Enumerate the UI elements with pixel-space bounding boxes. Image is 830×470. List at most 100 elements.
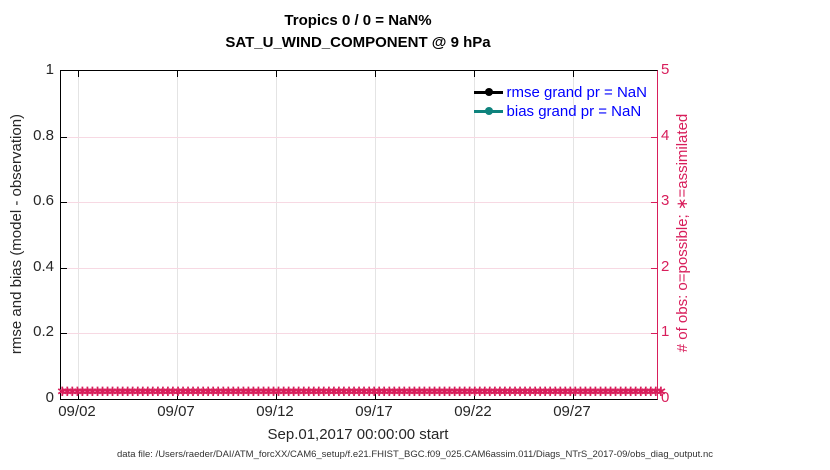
assimilated-obs-marker: ∗ xyxy=(518,383,532,400)
v-gridline xyxy=(375,71,376,399)
left-tick-label: 0.8 xyxy=(33,127,54,144)
assimilated-obs-marker: ∗ xyxy=(201,383,215,400)
assimilated-obs-marker: ∗ xyxy=(277,383,290,400)
assimilated-obs-marker: ∗ xyxy=(196,383,210,400)
plot-area: rmse grand pr = NaN bias grand pr = NaN … xyxy=(56,70,667,400)
assimilated-obs-marker: ∗ xyxy=(408,383,421,400)
assimilated-obs-marker: ∗ xyxy=(387,383,401,400)
assimilated-obs-marker: ∗ xyxy=(216,383,230,400)
x-tick-label: 09/27 xyxy=(553,403,591,420)
assimilated-obs-marker: ∗ xyxy=(508,383,522,400)
obs-markers-row: ∗ ∗ ∗ ∗ ∗ ∗ ∗ ∗ ∗ ∗ ∗ ∗ ∗ ∗ ∗ ∗ ∗ ∗ ∗ ∗ ∗ ∗ ∗ ∗ ∗ ∗ ∗ ∗ ∗ ∗ ∗ ∗ ∗ ∗ ∗ ∗ ∗ ∗ ∗ ∗… xyxy=(56,383,667,400)
assimilated-obs-marker: ∗ xyxy=(438,383,451,400)
assimilated-obs-marker: ∗ xyxy=(101,383,114,400)
assimilated-obs-marker: ∗ xyxy=(166,383,180,400)
left-tick-label: 1 xyxy=(45,61,54,78)
assimilated-obs-marker: ∗ xyxy=(81,383,94,400)
assimilated-obs-marker: ∗ xyxy=(377,383,391,400)
legend-label-rmse: rmse grand pr = NaN xyxy=(506,84,647,101)
x-tick-label: 09/07 xyxy=(157,403,195,420)
assimilated-obs-marker: ∗ xyxy=(337,383,351,400)
assimilated-obs-marker: ∗ xyxy=(317,383,331,400)
assimilated-obs-marker: ∗ xyxy=(237,383,250,400)
assimilated-obs-marker: ∗ xyxy=(543,383,557,400)
assimilated-obs-marker: ∗ xyxy=(488,383,502,400)
left-tick-label: 0.2 xyxy=(33,323,54,340)
x-tick-mark xyxy=(573,393,574,399)
x-tick-mark-top xyxy=(573,71,574,77)
v-gridline xyxy=(78,71,79,399)
assimilated-obs-marker: ∗ xyxy=(151,383,165,400)
v-gridline xyxy=(573,71,574,399)
assimilated-obs-marker: ∗ xyxy=(468,383,482,400)
y-tick-mark-left xyxy=(61,333,67,334)
y-tick-mark-left xyxy=(61,202,67,203)
v-gridline xyxy=(276,71,277,399)
right-tick-label: 2 xyxy=(661,258,670,275)
right-tick-label: 0 xyxy=(661,389,670,406)
assimilated-obs-marker: ∗ xyxy=(548,383,562,400)
assimilated-obs-marker: ∗ xyxy=(287,383,300,400)
assimilated-obs-marker: ∗ xyxy=(458,383,471,400)
assimilated-obs-marker: ∗ xyxy=(564,383,577,400)
assimilated-obs-marker: ∗ xyxy=(553,383,567,400)
x-tick-mark-top xyxy=(177,71,178,77)
assimilated-obs-marker: ∗ xyxy=(513,383,527,400)
v-gridline xyxy=(474,71,475,399)
plot-title: Tropics 0 / 0 = NaN% xyxy=(284,12,432,29)
x-tick-label: 09/17 xyxy=(355,403,393,420)
assimilated-obs-marker: ∗ xyxy=(111,383,124,400)
assimilated-obs-marker: ∗ xyxy=(403,383,416,400)
y-tick-mark-right xyxy=(651,137,657,138)
x-tick-mark-top xyxy=(78,71,79,77)
assimilated-obs-marker: ∗ xyxy=(141,383,155,400)
assimilated-obs-marker: ∗ xyxy=(604,383,617,400)
assimilated-obs-marker: ∗ xyxy=(322,383,336,400)
assimilated-obs-marker: ∗ xyxy=(211,383,225,400)
assimilated-obs-marker: ∗ xyxy=(654,383,668,400)
legend: rmse grand pr = NaN bias grand pr = NaN xyxy=(473,83,647,121)
y-tick-mark-left xyxy=(61,137,67,138)
assimilated-obs-marker: ∗ xyxy=(106,383,119,400)
left-axis-label: rmse and bias (model - observation) xyxy=(8,113,25,355)
assimilated-obs-marker: ∗ xyxy=(649,383,663,400)
assimilated-obs-marker: ∗ xyxy=(252,383,265,400)
assimilated-obs-marker: ∗ xyxy=(71,383,84,400)
left-tick-label: 0.6 xyxy=(33,192,54,209)
rmse-marker-dot xyxy=(484,88,493,96)
assimilated-obs-marker: ∗ xyxy=(493,383,507,400)
h-gridline xyxy=(61,268,657,269)
bias-line-sample xyxy=(473,107,503,115)
assimilated-obs-marker: ∗ xyxy=(56,383,69,400)
assimilated-obs-marker: ∗ xyxy=(121,383,134,400)
assimilated-obs-marker: ∗ xyxy=(61,383,74,400)
datafile-footer: data file: /Users/raeder/DAI/ATM_forcXX/… xyxy=(117,449,713,460)
assimilated-obs-marker: ∗ xyxy=(352,383,366,400)
assimilated-obs-marker: ∗ xyxy=(523,383,537,400)
left-tick-label: 0.4 xyxy=(33,258,54,275)
assimilated-obs-marker: ∗ xyxy=(589,383,602,400)
assimilated-obs-marker: ∗ xyxy=(579,383,592,400)
assimilated-obs-marker: ∗ xyxy=(624,383,637,400)
h-gridline xyxy=(61,333,657,334)
assimilated-obs-marker: ∗ xyxy=(146,383,160,400)
x-tick-mark-top xyxy=(276,71,277,77)
assimilated-obs-marker: ∗ xyxy=(332,383,346,400)
left-tick-label: 0 xyxy=(45,389,54,406)
assimilated-obs-marker: ∗ xyxy=(136,383,150,400)
x-tick-label: 09/02 xyxy=(58,403,96,420)
assimilated-obs-marker: ∗ xyxy=(91,383,104,400)
assimilated-obs-marker: ∗ xyxy=(498,383,512,400)
assimilated-obs-marker: ∗ xyxy=(644,383,658,400)
assimilated-obs-marker: ∗ xyxy=(413,383,426,400)
assimilated-obs-marker: ∗ xyxy=(443,383,456,400)
assimilated-obs-marker: ∗ xyxy=(86,383,99,400)
right-axis-label: # of obs: o=possible; ∗=assimilated xyxy=(674,113,691,353)
assimilated-obs-marker: ∗ xyxy=(433,383,446,400)
assimilated-obs-marker: ∗ xyxy=(66,383,79,400)
assimilated-obs-marker: ∗ xyxy=(569,383,582,400)
assimilated-obs-marker: ∗ xyxy=(131,383,145,400)
assimilated-obs-marker: ∗ xyxy=(629,383,642,400)
h-gridline xyxy=(61,137,657,138)
assimilated-obs-marker: ∗ xyxy=(367,383,381,400)
